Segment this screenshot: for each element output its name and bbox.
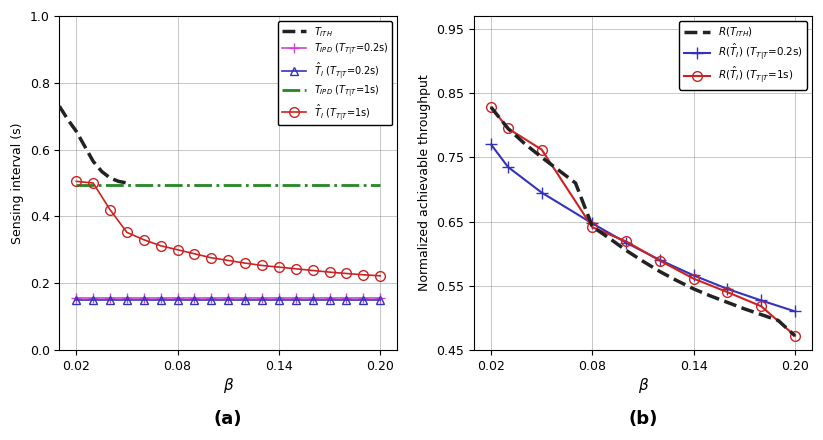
Text: (b): (b)	[628, 410, 658, 428]
X-axis label: β: β	[223, 378, 233, 393]
Text: (a): (a)	[214, 410, 243, 428]
Legend: $T_{ITH}$, $T_{IPD}$ ($T_{T|T}$=0.2s), $\hat{T}_I$ ($T_{T|T}$=0.2s), $T_{IPD}$ (: $T_{ITH}$, $T_{IPD}$ ($T_{T|T}$=0.2s), $…	[277, 21, 393, 125]
Legend: $R(T_{ITH})$, $R(\hat{T}_I)$ ($T_{T|T}$=0.2s), $R(\hat{T}_I)$ ($T_{T|T}$=1s): $R(T_{ITH})$, $R(\hat{T}_I)$ ($T_{T|T}$=…	[680, 21, 807, 89]
Y-axis label: Sensing interval (s): Sensing interval (s)	[12, 122, 24, 244]
Y-axis label: Normalized achievable throughput: Normalized achievable throughput	[418, 75, 431, 291]
X-axis label: β: β	[638, 378, 648, 393]
